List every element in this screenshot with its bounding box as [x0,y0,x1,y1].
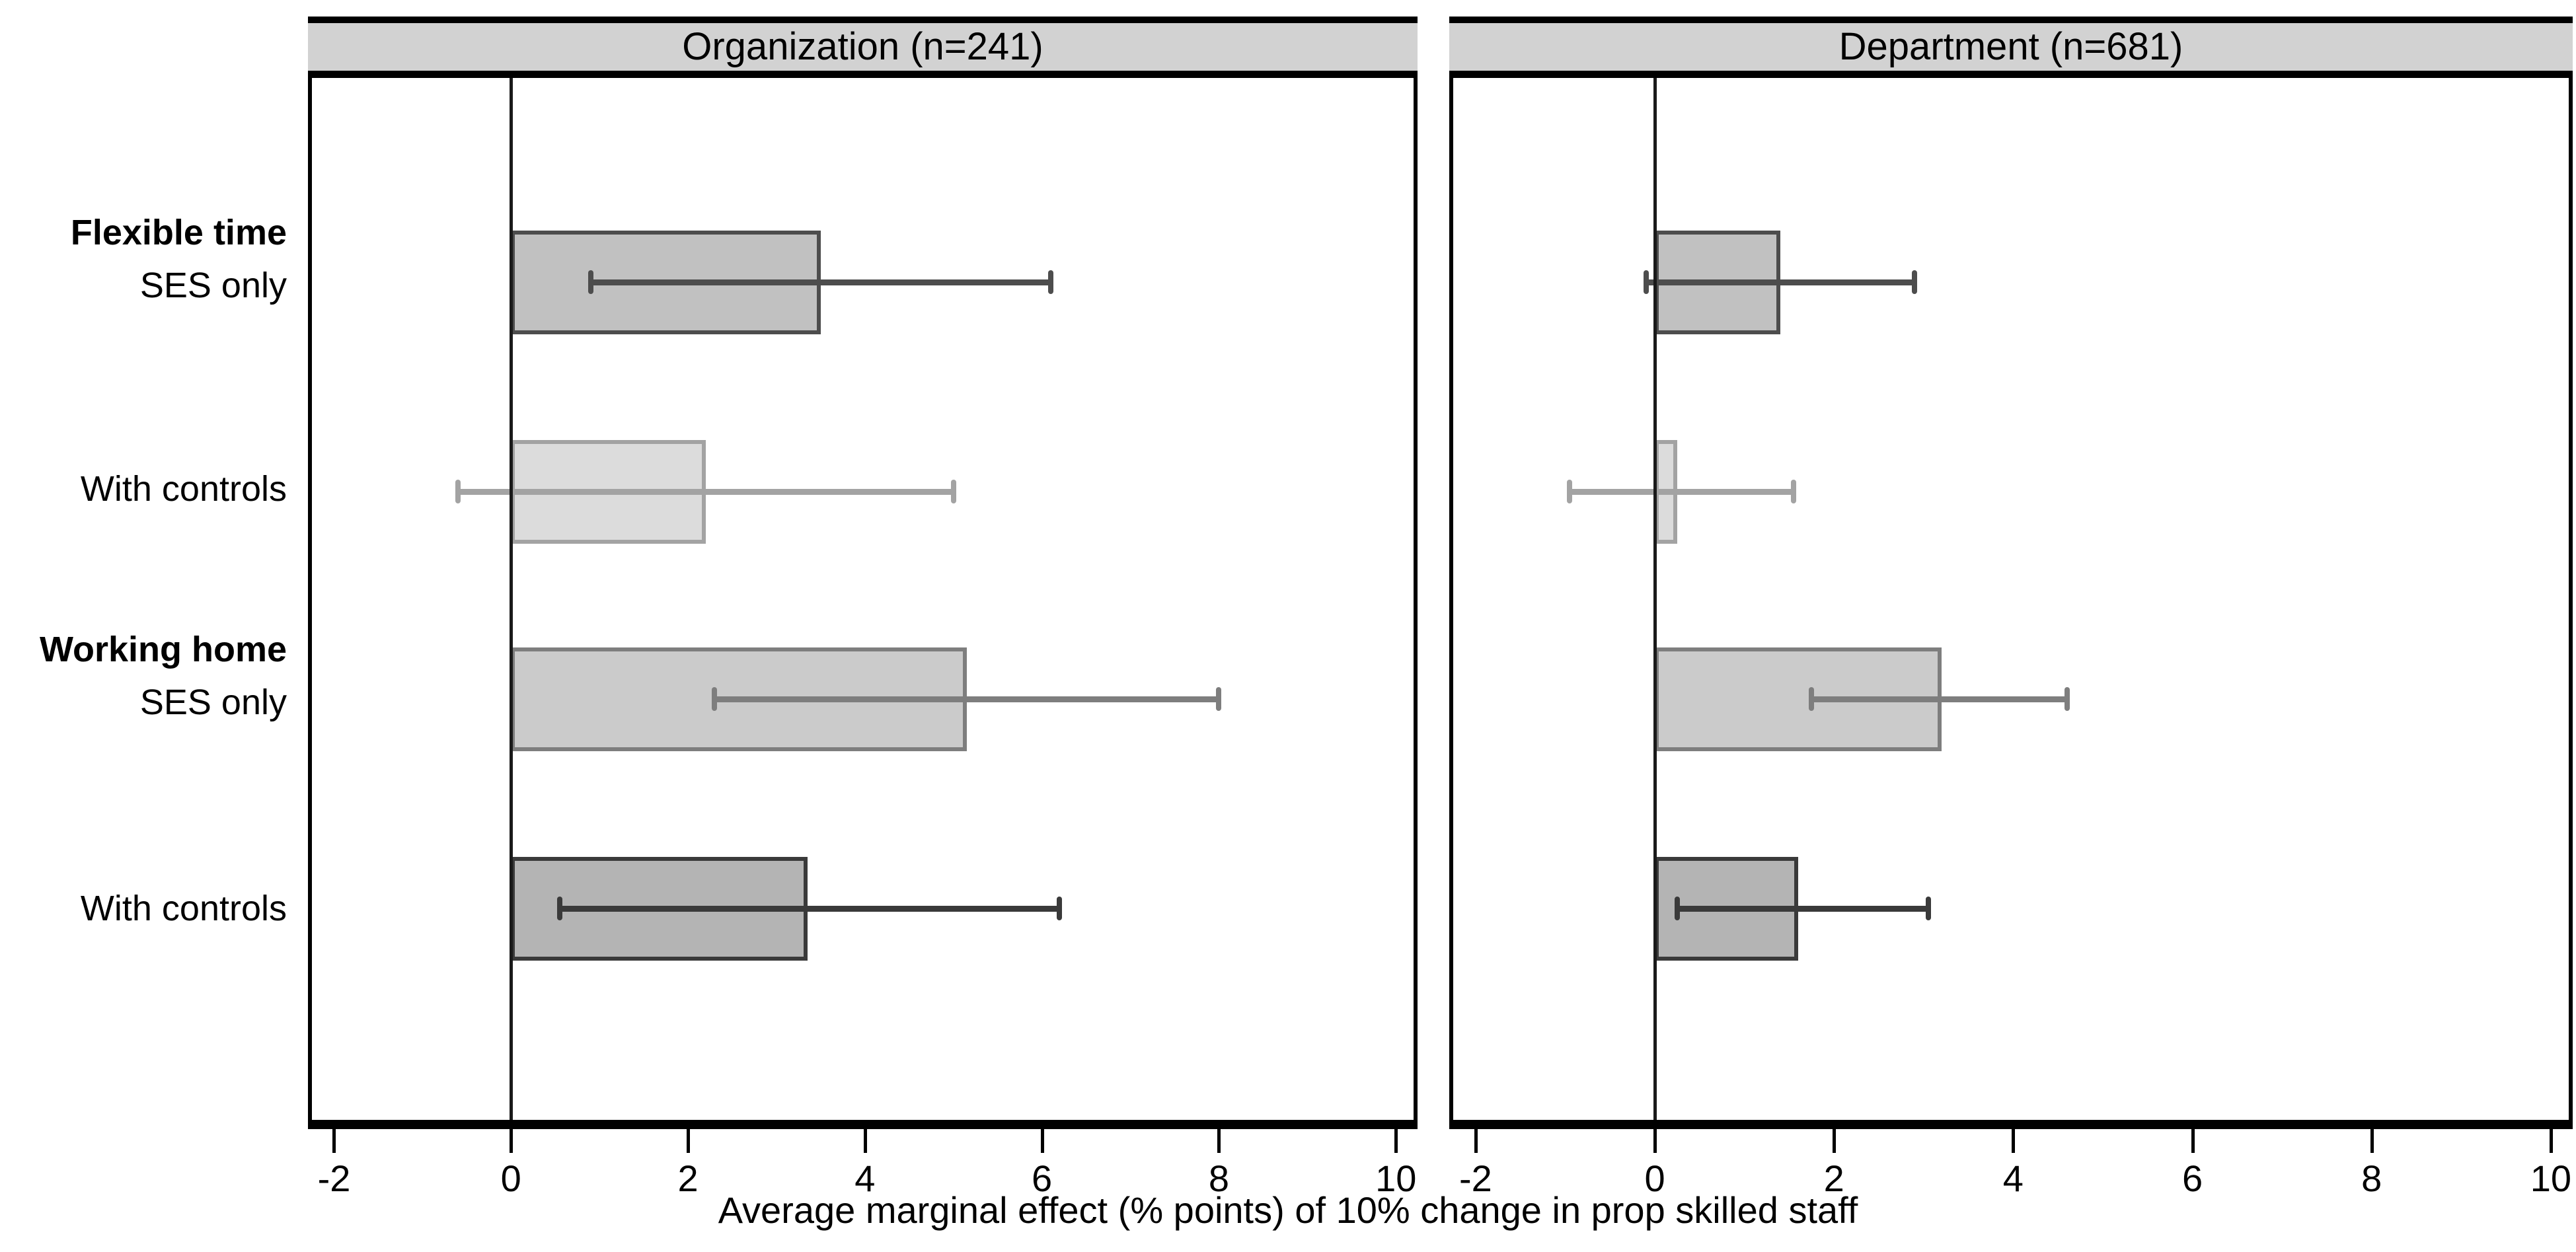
x-tick-mark [863,1129,867,1153]
error-bar-cap-low-working-home-ses-only [1809,687,1815,711]
error-bar-cap-low-working-home-with-controls [556,897,562,920]
error-bar-cap-low-working-home-with-controls [1674,897,1680,920]
x-tick-label: 2 [677,1158,699,1199]
x-tick-mark [1040,1129,1044,1153]
x-tick-label: 2 [1823,1158,1844,1199]
x-tick-label: 8 [2361,1158,2382,1199]
error-bar-working-home-with-controls [559,906,1060,912]
error-bar-cap-high-flexible-time-with-controls [950,480,956,503]
error-bar-flexible-time-ses-only [1646,279,1915,285]
x-tick-mark [1394,1129,1398,1153]
y-axis-label-ses-only-1: SES only [139,266,287,305]
plot-area-organization [308,78,1418,1129]
x-axis-title: Average marginal effect (% points) of 10… [718,1189,1858,1231]
x-tick-label: 8 [1208,1158,1229,1199]
x-tick-label: 0 [1644,1158,1665,1199]
error-bar-working-home-ses-only [1811,696,2067,702]
x-tick-mark [1653,1129,1657,1153]
x-tick-mark [1474,1129,1478,1153]
error-bar-flexible-time-with-controls [1570,489,1794,495]
x-tick-mark [332,1129,336,1153]
zero-reference-line [1653,78,1657,1120]
x-tick-label: 10 [1375,1158,1417,1199]
error-bar-working-home-with-controls [1677,906,1928,912]
error-bar-cap-low-flexible-time-ses-only [587,270,593,294]
error-bar-working-home-ses-only [714,696,1219,702]
error-bar-cap-high-flexible-time-ses-only [1912,270,1918,294]
y-axis-group-label-working-home: Working home [39,630,287,669]
x-tick-label: 10 [2530,1158,2572,1199]
error-bar-cap-low-flexible-time-with-controls [455,480,461,503]
y-axis-label-ses-only-2: SES only [139,682,287,722]
x-tick-mark [2191,1129,2195,1153]
error-bar-flexible-time-with-controls [457,489,954,495]
plot-area-department [1449,78,2573,1129]
x-axis-ticks-department: -2 0 2 4 6 8 10 [1453,1129,2572,1228]
y-axis-labels: Flexible time SES only With controls Wor… [0,0,287,1252]
x-tick-label: 6 [1032,1158,1053,1199]
x-tick-mark [2370,1129,2374,1153]
error-bar-cap-high-working-home-ses-only [1216,687,1222,711]
y-axis-label-with-controls-2: With controls [80,889,287,928]
x-tick-label: 0 [500,1158,521,1199]
x-tick-label: -2 [317,1158,351,1199]
error-bar-cap-low-working-home-ses-only [712,687,718,711]
panel-title-text: Department (n=681) [1838,25,2183,68]
error-bar-cap-high-working-home-with-controls [1057,897,1063,920]
error-bar-cap-high-working-home-ses-only [2064,687,2070,711]
x-axis-ticks-organization: -2 0 2 4 6 8 10 [312,1129,1417,1228]
x-tick-label: -2 [1458,1158,1492,1199]
error-bar-cap-high-working-home-with-controls [1925,897,1931,920]
x-tick-mark [687,1129,691,1153]
zero-reference-line [510,78,513,1120]
error-bar-cap-high-flexible-time-with-controls [1791,480,1797,503]
panel-organization: Organization (n=241) -2 0 2 4 6 8 10 [308,17,1418,1199]
panel-title-organization: Organization (n=241) [308,17,1418,78]
x-tick-mark [2012,1129,2016,1153]
x-tick-label: 6 [2181,1158,2203,1199]
error-bar-cap-low-flexible-time-with-controls [1567,480,1573,503]
error-bar-cap-low-flexible-time-ses-only [1643,270,1649,294]
x-tick-mark [2549,1129,2553,1153]
y-axis-group-label-flexible-time: Flexible time [70,213,287,252]
panel-department: Department (n=681) -2 0 2 4 6 8 10 [1449,17,2573,1199]
error-bar-flexible-time-ses-only [590,279,1051,285]
y-axis-label-with-controls-1: With controls [80,469,287,509]
error-bar-cap-high-flexible-time-ses-only [1048,270,1054,294]
panel-title-department: Department (n=681) [1449,17,2573,78]
x-tick-label: 4 [854,1158,876,1199]
x-tick-mark [510,1129,513,1153]
x-tick-label: 4 [2002,1158,2024,1199]
panel-title-text: Organization (n=241) [682,25,1043,68]
x-tick-mark [1833,1129,1837,1153]
x-tick-mark [1217,1129,1221,1153]
